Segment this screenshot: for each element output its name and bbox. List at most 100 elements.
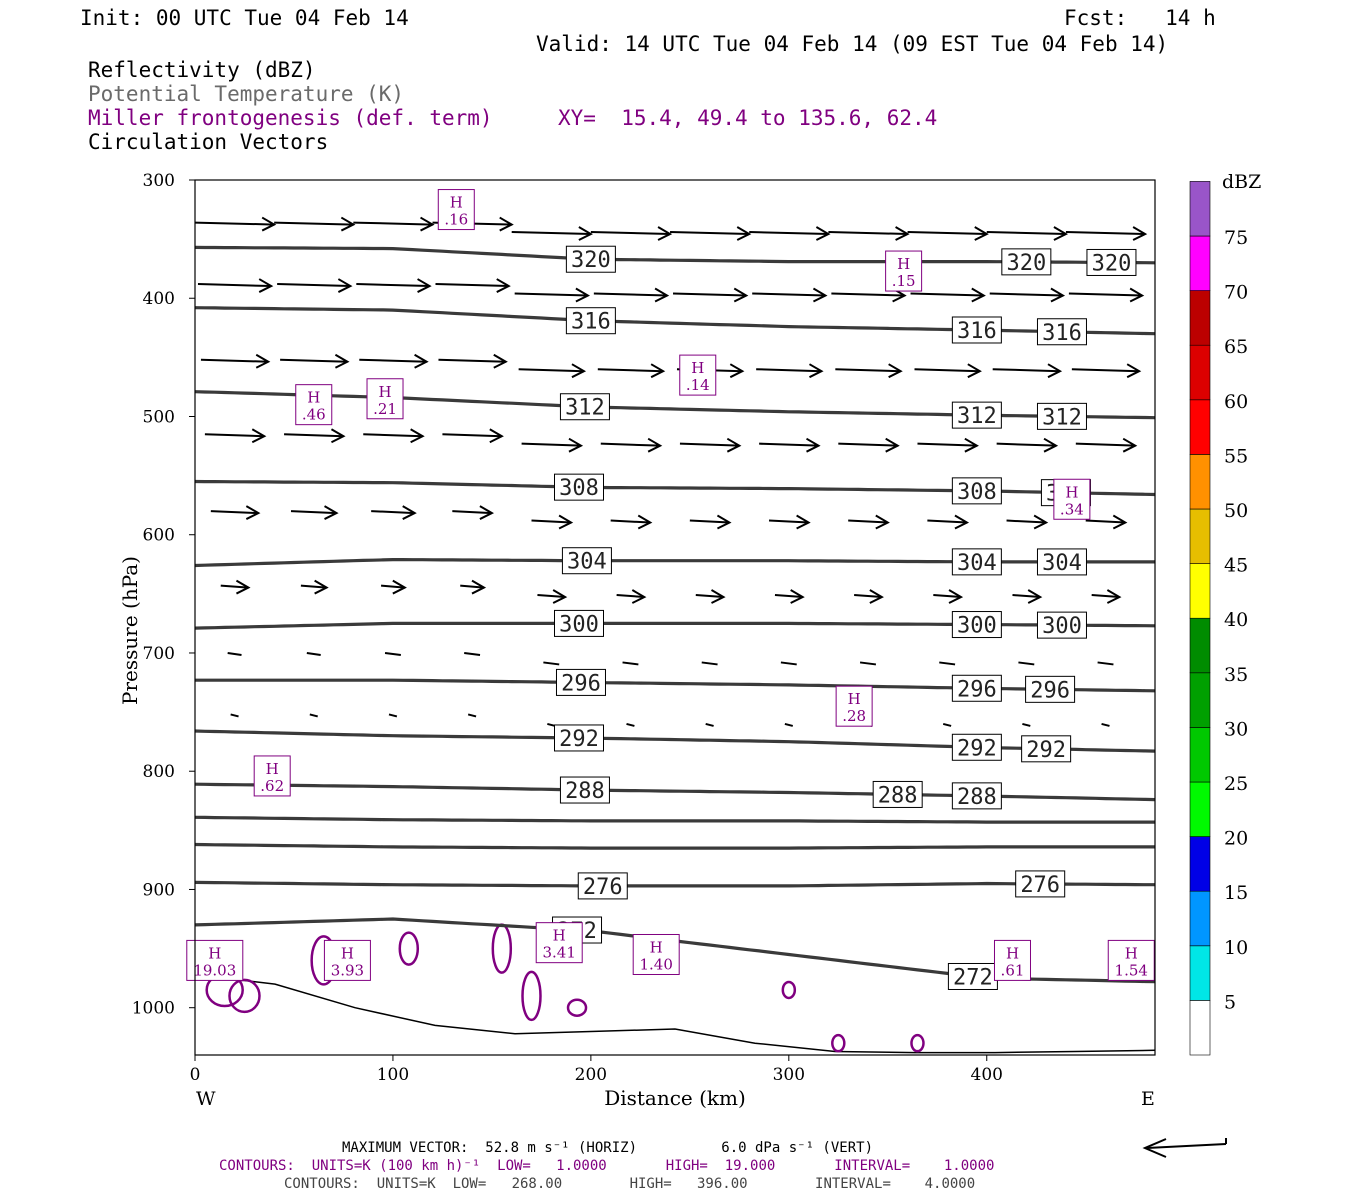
theta-label: 300 bbox=[957, 614, 997, 639]
vector-shaft bbox=[848, 519, 888, 524]
circulation-vector bbox=[756, 363, 824, 379]
vector-head bbox=[1047, 363, 1063, 379]
colorbar-label: 5 bbox=[1224, 991, 1236, 1013]
theta-label: 320 bbox=[571, 248, 611, 273]
terrain-line bbox=[195, 973, 1155, 1054]
circulation-vector bbox=[284, 428, 346, 444]
frontogenesis-max: H19.03 bbox=[186, 939, 244, 981]
circulation-vector bbox=[363, 428, 425, 444]
vector-shaft bbox=[518, 368, 584, 373]
vector-shaft bbox=[356, 283, 430, 288]
vector-head bbox=[251, 428, 267, 444]
vector-head bbox=[808, 363, 824, 379]
max-value: .14 bbox=[686, 376, 710, 394]
vector-shaft bbox=[752, 292, 826, 297]
x-axis-label-wrap: Distance (km) bbox=[0, 1086, 1350, 1110]
vector-shaft bbox=[384, 651, 401, 656]
circulation-vector bbox=[701, 661, 718, 666]
colorbar-label: 15 bbox=[1224, 882, 1248, 904]
theta-contour-line bbox=[195, 558, 1155, 568]
vector-shaft bbox=[306, 651, 321, 656]
theta-label: 292 bbox=[559, 727, 599, 752]
vector-shaft bbox=[616, 594, 645, 599]
circulation-vector bbox=[593, 287, 670, 303]
circulation-vector bbox=[672, 287, 749, 303]
vector-head bbox=[493, 353, 508, 369]
x-tick-label: 0 bbox=[190, 1065, 201, 1085]
circulation-vector bbox=[460, 579, 487, 595]
vector-shaft bbox=[1091, 594, 1120, 599]
vector-shaft bbox=[835, 368, 901, 373]
y-tick-label: 1000 bbox=[132, 999, 175, 1019]
theta-label-box bbox=[577, 872, 628, 900]
vector-head bbox=[812, 287, 828, 303]
circulation-vector bbox=[907, 226, 989, 241]
circulation-vector bbox=[442, 428, 504, 444]
frontogenesis-contour bbox=[228, 978, 261, 1014]
east-label: E bbox=[1141, 1088, 1155, 1110]
theta-label: 276 bbox=[583, 875, 623, 900]
circulation-vector bbox=[1068, 287, 1145, 303]
circulation-vector bbox=[689, 514, 732, 530]
vector-shaft bbox=[927, 519, 968, 524]
circulation-vector bbox=[774, 589, 805, 604]
circulation-vector bbox=[784, 722, 794, 727]
vector-shaft bbox=[610, 519, 651, 524]
x-tick-label: 300 bbox=[773, 1065, 805, 1085]
max-box bbox=[535, 922, 583, 964]
vector-shaft bbox=[388, 713, 398, 718]
circulation-vector bbox=[359, 353, 429, 369]
vector-shaft bbox=[1075, 442, 1136, 447]
vector-head bbox=[1126, 363, 1142, 379]
vector-head bbox=[888, 363, 903, 379]
vector-shaft bbox=[593, 292, 668, 297]
vector-head bbox=[647, 437, 663, 453]
vector-shaft bbox=[914, 368, 980, 373]
vector-shaft bbox=[910, 292, 984, 297]
x-axis-label: Distance (km) bbox=[604, 1086, 746, 1110]
frontogenesis-max: H.61 bbox=[993, 939, 1031, 981]
frontogenesis-contour bbox=[781, 980, 797, 1000]
y-axis-label-wrap: Pressure (hPa) bbox=[30, 471, 142, 705]
circulation-vector bbox=[626, 722, 635, 727]
colorbar-label: 50 bbox=[1224, 500, 1248, 522]
y-tick-label: 500 bbox=[143, 407, 175, 427]
vector-head bbox=[726, 437, 742, 453]
circulation-vector bbox=[917, 437, 979, 453]
colorbar-segment bbox=[1189, 290, 1211, 346]
vector-head bbox=[471, 579, 487, 595]
circulation-vector bbox=[828, 226, 910, 241]
field-vectors: Circulation Vectors bbox=[88, 130, 329, 154]
theta-label: 300 bbox=[559, 612, 599, 637]
circulation-vector bbox=[768, 514, 811, 530]
axes: 300 400 500 600 700 800 900 1000 0 100 200 300 400 bbox=[132, 171, 1003, 1085]
vector-head bbox=[392, 579, 407, 595]
vector-shaft bbox=[1068, 292, 1143, 297]
vector-shaft bbox=[1071, 368, 1140, 373]
vector-shaft bbox=[464, 651, 481, 656]
max-letter: H bbox=[378, 383, 391, 401]
terrain-layer bbox=[195, 973, 1155, 1054]
vector-shaft bbox=[670, 231, 750, 236]
circulation-vector bbox=[1075, 437, 1138, 453]
circulation-vector bbox=[939, 661, 956, 666]
theta-label-box bbox=[554, 724, 604, 752]
max-letter: H bbox=[1065, 483, 1078, 501]
vector-shaft bbox=[600, 442, 661, 447]
max-value: .16 bbox=[444, 211, 468, 229]
colorbar-label: 25 bbox=[1224, 773, 1248, 795]
vector-shaft bbox=[907, 231, 987, 236]
theta-contour-line bbox=[195, 621, 1155, 630]
vector-shaft bbox=[695, 594, 724, 599]
vector-shaft bbox=[1085, 519, 1126, 524]
theta-contour-line bbox=[195, 678, 1155, 693]
vector-head bbox=[637, 514, 653, 530]
vector-shaft bbox=[986, 231, 1066, 236]
vector-shaft bbox=[1018, 661, 1035, 666]
max-letter: H bbox=[266, 760, 279, 778]
vector-head bbox=[1043, 437, 1059, 453]
vector-shaft bbox=[933, 594, 962, 599]
vector-head bbox=[245, 505, 261, 520]
vector-head bbox=[1033, 514, 1049, 530]
theta-label-box bbox=[951, 674, 1002, 702]
